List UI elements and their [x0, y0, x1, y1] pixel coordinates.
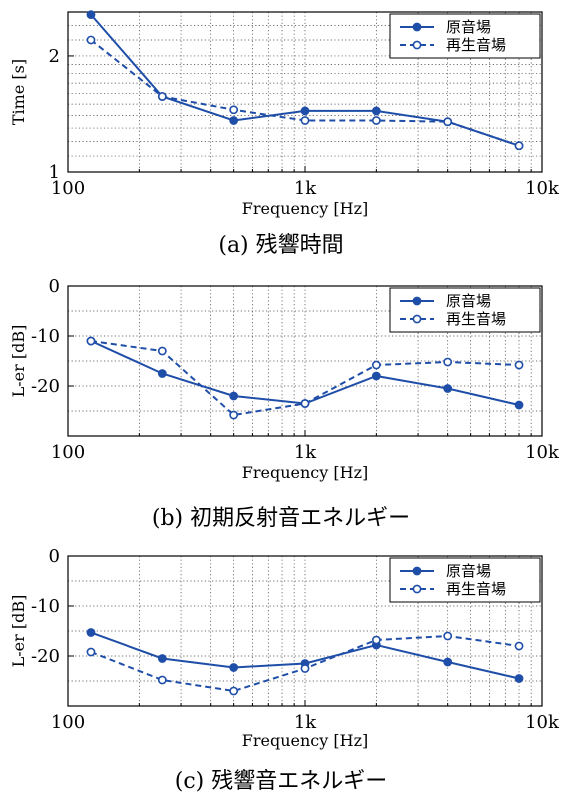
x-tick-label: 10k [525, 712, 560, 733]
data-point [157, 369, 167, 378]
y-axis-label: L-er [dB] [9, 325, 28, 398]
legend-marker [412, 296, 422, 306]
y-axis-label: L-er [dB] [9, 595, 28, 668]
chart-caption: (a) 残響時間 [218, 233, 343, 258]
data-point [86, 10, 96, 19]
data-point [443, 117, 453, 127]
chart-3: 100 1k 10k 0 -10 -20 Frequency [Hz] L-er [dB] 原音… [9, 546, 560, 794]
legend-marker [412, 40, 422, 50]
data-point [443, 357, 453, 367]
data-point [229, 686, 239, 696]
data-point [514, 674, 524, 683]
legend-label: 原音場 [446, 562, 491, 580]
data-point [86, 647, 96, 657]
data-point [229, 116, 239, 125]
y-tick-label: 1 [49, 162, 60, 183]
data-point [300, 106, 310, 116]
y-tick-label: -20 [31, 646, 60, 667]
data-point [86, 35, 96, 45]
x-tick-label: 1k [294, 712, 317, 733]
x-axis-label: Frequency [Hz] [242, 199, 369, 218]
data-point [443, 384, 453, 393]
data-point [300, 116, 310, 125]
data-point [514, 641, 524, 651]
x-tick-label: 100 [51, 712, 85, 733]
y-tick-label: 0 [49, 276, 60, 297]
data-point [371, 371, 381, 381]
x-axis-label: Frequency [Hz] [242, 731, 369, 750]
data-point [229, 391, 239, 401]
legend-marker [412, 566, 422, 576]
data-point [371, 360, 381, 370]
chart-2: 100 1k 10k 0 -10 -20 Frequency [Hz] L-er [dB] 原音… [9, 276, 560, 531]
y-tick-label: -20 [31, 376, 60, 397]
y-axis-label: Time [s] [9, 59, 28, 125]
x-tick-label: 100 [51, 178, 85, 199]
data-point [86, 336, 96, 346]
legend-box [389, 13, 541, 59]
data-point [229, 105, 239, 115]
data-point [443, 631, 453, 641]
y-tick-label: 0 [49, 546, 60, 567]
legend-marker [412, 22, 422, 32]
data-point [371, 635, 381, 645]
legend-marker [412, 314, 422, 324]
legend-box [389, 557, 541, 603]
legend-label: 再生音場 [446, 36, 506, 54]
legend-label: 再生音場 [446, 580, 506, 598]
chart-caption: (b) 初期反射音エネルギー [152, 506, 410, 531]
data-point [514, 400, 524, 410]
y-tick-label: 2 [49, 46, 60, 67]
x-tick-label: 10k [525, 442, 560, 463]
legend-label: 原音場 [446, 292, 491, 310]
legend-marker [412, 584, 422, 594]
y-tick-label: -10 [31, 596, 60, 617]
legend-box [389, 287, 541, 333]
data-point [229, 663, 239, 672]
data-point [157, 654, 167, 663]
data-point [514, 360, 524, 370]
data-point [157, 675, 167, 685]
data-point [229, 410, 239, 420]
data-point [157, 92, 167, 101]
chart-caption: (c) 残響音エネルギー [175, 769, 387, 794]
x-axis-label: Frequency [Hz] [242, 463, 369, 482]
y-tick-label: -10 [31, 326, 60, 347]
data-point [371, 116, 381, 125]
data-point [157, 346, 167, 356]
legend-label: 再生音場 [446, 310, 506, 328]
data-point [371, 106, 381, 116]
data-point [86, 628, 96, 637]
legend-label: 原音場 [446, 18, 491, 36]
x-tick-label: 100 [51, 442, 85, 463]
x-tick-label: 10k [525, 178, 560, 199]
x-tick-label: 1k [294, 178, 317, 199]
x-tick-label: 1k [294, 442, 317, 463]
data-point [443, 657, 453, 667]
data-point [514, 141, 524, 151]
data-point [300, 399, 310, 408]
data-point [300, 664, 310, 673]
